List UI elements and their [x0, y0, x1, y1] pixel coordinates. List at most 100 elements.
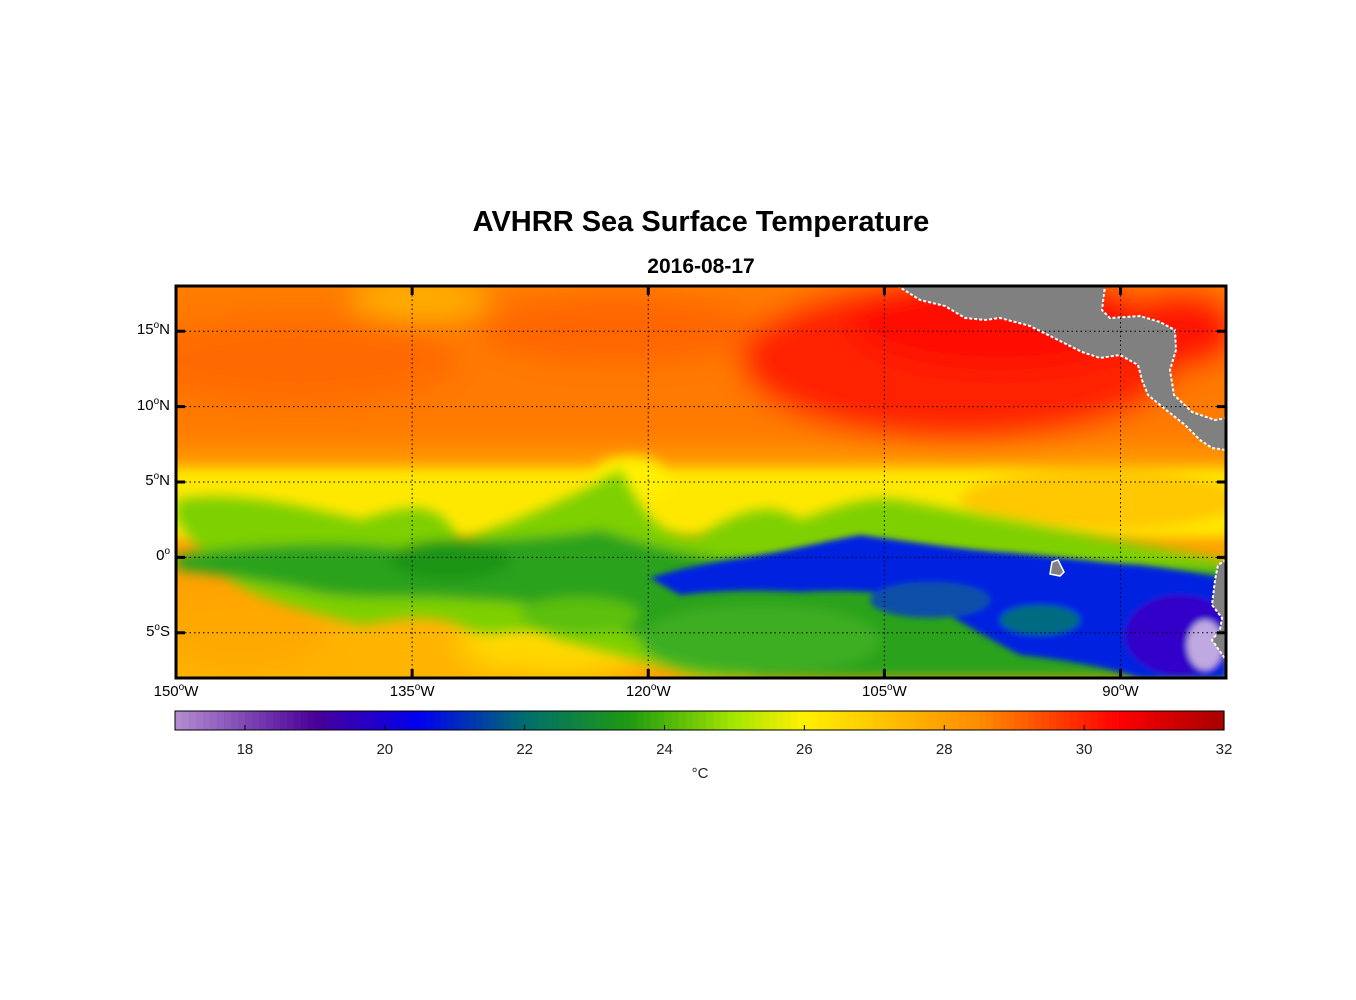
colorbar-cell	[657, 711, 666, 730]
colorbar-cell	[860, 711, 868, 730]
colorbar-cell	[475, 711, 484, 730]
colorbar-cell	[867, 711, 875, 730]
lon-tick-label: 150oW	[153, 682, 199, 700]
colorbar-cell	[279, 711, 288, 730]
colorbar-cell	[412, 711, 421, 730]
colorbar-cell	[1007, 711, 1015, 730]
map-frame	[174, 284, 1228, 680]
colorbar-cell	[552, 711, 561, 730]
colorbar-cell	[265, 711, 274, 730]
central-america-land	[896, 286, 1226, 452]
colorbar-cell	[979, 711, 987, 730]
colorbar-cell	[1014, 711, 1022, 730]
lat-tick-label: 5oS	[146, 621, 170, 640]
colorbar-cell	[1210, 711, 1218, 730]
figure-date: 2016-08-17	[647, 255, 755, 278]
colorbar-cell	[685, 711, 694, 730]
colorbar-cell	[706, 711, 715, 730]
colorbar-cell	[874, 711, 882, 730]
colorbar-cell	[496, 711, 505, 730]
colorbar-cell	[384, 711, 393, 730]
colorbar-cell	[216, 711, 225, 730]
colorbar-cell	[916, 711, 924, 730]
colorbar-cells	[175, 711, 1225, 730]
colorbar-cell	[321, 711, 330, 730]
lon-tick-label: 105oW	[862, 682, 907, 700]
colorbar-cell	[503, 711, 512, 730]
colorbar-cell	[573, 711, 582, 730]
colorbar-cell	[482, 711, 491, 730]
colorbar-cell	[727, 711, 736, 730]
colorbar-cell	[531, 711, 540, 730]
colorbar-cell	[909, 711, 917, 730]
land	[896, 286, 1226, 662]
colorbar-cell	[209, 711, 218, 730]
colorbar-cell	[594, 711, 603, 730]
colorbar-cell	[1098, 711, 1106, 730]
colorbar-cell	[307, 711, 316, 730]
lat-tick-label: 15oN	[136, 320, 170, 339]
colorbar-cell	[1077, 711, 1085, 730]
colorbar-tick-label: 32	[1215, 741, 1233, 758]
colorbar-cell	[832, 711, 840, 730]
colorbar-cell	[1056, 711, 1064, 730]
colorbar-cell	[664, 711, 673, 730]
colorbar-cell	[692, 711, 701, 730]
colorbar-cell	[650, 711, 659, 730]
colorbar-cell	[825, 711, 833, 730]
colorbar-cell	[853, 711, 861, 730]
colorbar-cell	[580, 711, 589, 730]
colorbar-cell	[804, 711, 812, 730]
colorbar-cell	[1182, 711, 1190, 730]
colorbar-cell	[741, 711, 750, 730]
colorbar-cell	[734, 711, 743, 730]
colorbar-cell	[615, 711, 624, 730]
colorbar-cell	[454, 711, 463, 730]
colorbar-cell	[629, 711, 638, 730]
colorbar-cell	[237, 711, 246, 730]
colorbar-cell	[923, 711, 931, 730]
lon-tick-label: 135oW	[389, 682, 435, 700]
colorbar-cell	[524, 711, 533, 730]
colorbar-cell	[1049, 711, 1057, 730]
colorbar-cell	[846, 711, 854, 730]
colorbar-cell	[440, 711, 449, 730]
colorbar-cell	[1000, 711, 1008, 730]
colorbar-cell	[1147, 711, 1155, 730]
colorbar-cell	[447, 711, 456, 730]
colorbar-cell	[636, 711, 645, 730]
colorbar-cell	[230, 711, 239, 730]
colorbar-cell	[510, 711, 519, 730]
colorbar-cell	[748, 711, 757, 730]
colorbar-cell	[489, 711, 498, 730]
figure-title: AVHRR Sea Surface Temperature	[472, 206, 930, 238]
colorbar-cell	[244, 711, 253, 730]
lon-tick-label: 90oW	[1102, 682, 1139, 700]
colorbar-cell	[559, 711, 568, 730]
colorbar-cell	[895, 711, 903, 730]
colorbar-cell	[405, 711, 414, 730]
colorbar-cell	[622, 711, 631, 730]
colorbar-cell	[461, 711, 470, 730]
colorbar-cell	[195, 711, 204, 730]
colorbar-cell	[251, 711, 260, 730]
colorbar-cell	[671, 711, 680, 730]
colorbar-cell	[993, 711, 1001, 730]
colorbar-cell	[790, 711, 799, 730]
colorbar-cell	[293, 711, 302, 730]
colorbar-cell	[972, 711, 980, 730]
colorbar-cell	[223, 711, 232, 730]
colorbar-cell	[426, 711, 435, 730]
lon-tick-label: 120oW	[625, 682, 671, 700]
colorbar-cell	[986, 711, 994, 730]
colorbar-cell	[930, 711, 938, 730]
colorbar-cell	[713, 711, 722, 730]
colorbar-units: °C	[691, 765, 709, 782]
galapagos-land	[1049, 559, 1065, 577]
colorbar-cell	[769, 711, 778, 730]
colorbar-cell	[391, 711, 400, 730]
colorbar-cell	[517, 711, 526, 730]
colorbar-cell	[762, 711, 771, 730]
colorbar-cell	[965, 711, 973, 730]
